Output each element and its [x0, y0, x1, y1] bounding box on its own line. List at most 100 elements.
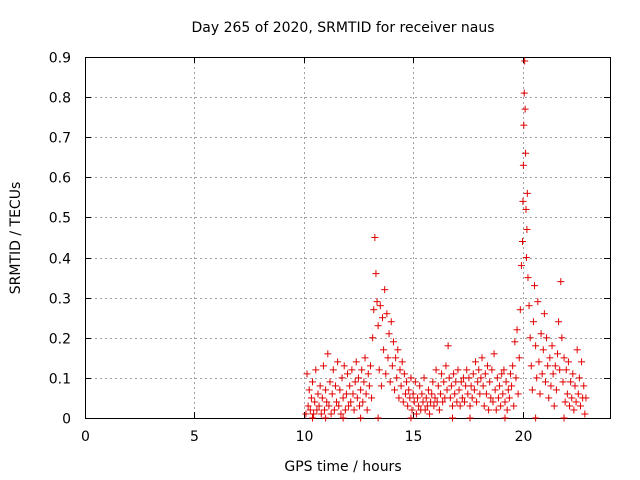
- data-point: [527, 362, 535, 370]
- data-point: [576, 402, 584, 410]
- data-point: [456, 402, 464, 410]
- data-point: [449, 414, 456, 422]
- data-point: [493, 374, 501, 382]
- data-point: [371, 234, 379, 241]
- data-point: [461, 398, 469, 406]
- data-point: [348, 366, 356, 374]
- y-tick-label: 0.3: [49, 292, 71, 308]
- data-point: [359, 398, 367, 406]
- data-point: [384, 354, 392, 362]
- data-point: [464, 390, 472, 398]
- data-point: [306, 406, 314, 414]
- data-point: [312, 366, 320, 374]
- data-point: [431, 394, 439, 402]
- data-point: [522, 149, 530, 157]
- data-point: [444, 342, 452, 350]
- data-point: [548, 342, 556, 350]
- data-point: [422, 394, 430, 402]
- data-point: [487, 394, 495, 402]
- data-point: [403, 378, 411, 386]
- data-point: [434, 382, 442, 390]
- data-point: [447, 382, 455, 390]
- data-point: [535, 358, 543, 366]
- data-point: [381, 286, 389, 294]
- data-point: [568, 394, 576, 402]
- y-tick-label: 0: [62, 412, 71, 428]
- data-point: [377, 382, 385, 390]
- data-point: [580, 382, 588, 390]
- data-point: [501, 414, 509, 422]
- data-point: [423, 402, 431, 410]
- data-point: [512, 374, 520, 382]
- data-point: [482, 390, 490, 398]
- data-point: [339, 394, 347, 402]
- data-point: [321, 406, 329, 414]
- data-point: [550, 402, 558, 410]
- data-point: [567, 378, 575, 386]
- data-point: [502, 378, 510, 386]
- data-point: [428, 390, 436, 398]
- data-point: [396, 366, 404, 374]
- data-point: [421, 406, 429, 414]
- data-point: [523, 225, 531, 233]
- data-point: [411, 378, 419, 386]
- data-point: [399, 398, 407, 406]
- data-point: [424, 386, 432, 394]
- data-point: [455, 386, 463, 394]
- x-tick-label: 0: [81, 429, 90, 445]
- data-point: [552, 386, 560, 394]
- data-point: [504, 386, 512, 394]
- x-tick-label: 20: [515, 429, 533, 445]
- chart-title: Day 265 of 2020, SRMTID for receiver nau…: [191, 20, 494, 36]
- data-point: [537, 330, 545, 338]
- data-point: [558, 334, 566, 342]
- data-point: [354, 374, 362, 382]
- data-point: [414, 394, 421, 402]
- data-point: [529, 318, 537, 326]
- data-point: [578, 358, 586, 366]
- data-point: [477, 374, 485, 382]
- data-point: [302, 410, 310, 418]
- data-point: [325, 402, 333, 410]
- data-point: [432, 366, 440, 374]
- data-point: [536, 390, 544, 398]
- data-point: [521, 57, 529, 65]
- data-point: [486, 378, 494, 386]
- data-point: [363, 406, 371, 414]
- data-point: [375, 366, 383, 374]
- data-point: [436, 390, 444, 398]
- data-point: [345, 402, 353, 410]
- data-point: [479, 382, 487, 390]
- plot-frame: [85, 57, 611, 419]
- data-point: [465, 374, 473, 382]
- data-point: [582, 394, 590, 402]
- data-point: [547, 382, 555, 390]
- data-point: [554, 350, 561, 358]
- data-point: [498, 370, 506, 378]
- data-point: [500, 366, 508, 374]
- y-tick-label: 0.5: [49, 211, 71, 227]
- y-tick-label: 0.4: [49, 252, 71, 268]
- data-point: [520, 121, 528, 129]
- data-point: [499, 390, 507, 398]
- data-point: [407, 374, 415, 382]
- data-point: [341, 406, 349, 414]
- data-point: [513, 326, 521, 334]
- y-tick-label: 0.7: [49, 131, 71, 147]
- data-point: [389, 338, 397, 346]
- data-point: [563, 390, 571, 398]
- data-point: [538, 370, 546, 378]
- data-points: [302, 57, 590, 422]
- data-point: [405, 386, 413, 394]
- data-point: [469, 370, 477, 378]
- data-point: [416, 382, 424, 390]
- data-point: [523, 189, 531, 197]
- data-point: [329, 366, 337, 374]
- data-point: [407, 414, 415, 422]
- data-point: [310, 410, 318, 418]
- data-point: [470, 386, 478, 394]
- data-point: [516, 306, 524, 314]
- data-point: [519, 238, 526, 246]
- data-point: [525, 302, 533, 310]
- data-point: [439, 398, 447, 406]
